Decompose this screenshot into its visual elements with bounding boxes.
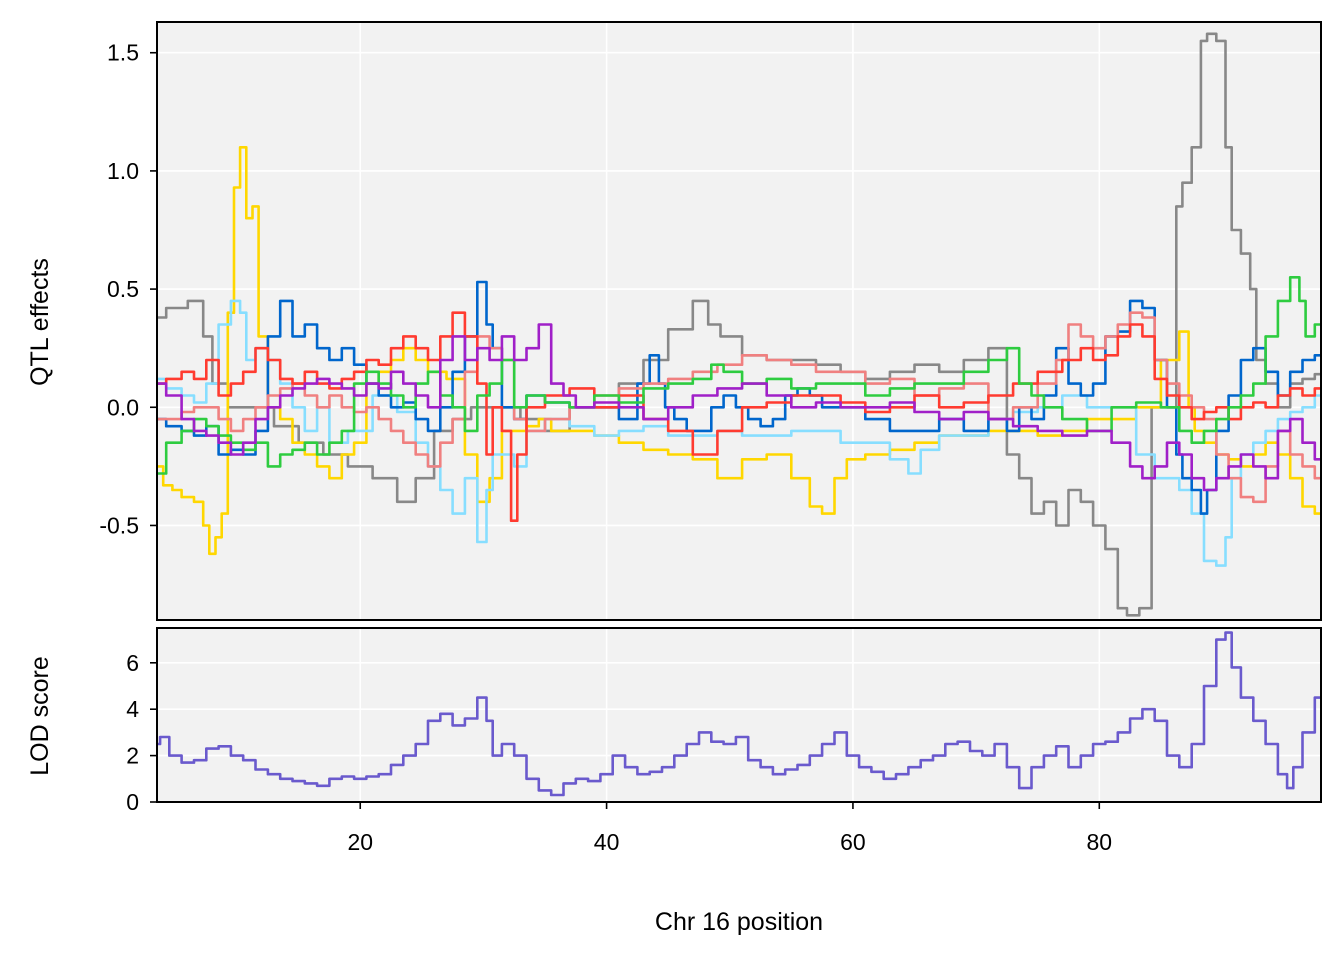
lod-ytick-label-2: 4 <box>126 696 139 722</box>
x-tick-label-3: 80 <box>1086 829 1112 855</box>
lod-panel: 0 2 4 6 20 40 60 80 LOD score Chr 16 position <box>26 627 1322 936</box>
lod-y-axis-title: LOD score <box>26 656 54 775</box>
x-tick-label-1: 40 <box>594 829 620 855</box>
lod-ytick-label-0: 0 <box>126 789 139 815</box>
effects-ytick-label-4: 1.5 <box>107 40 139 66</box>
x-axis: 20 40 60 80 <box>347 802 1112 855</box>
lod-ytick-label-3: 6 <box>126 650 139 676</box>
effects-series-4 <box>157 311 1321 504</box>
lod-panel-frame <box>156 627 1322 803</box>
effects-panel-frame <box>156 21 1322 621</box>
effects-ytick-label-3: 1.0 <box>107 158 139 184</box>
effects-series-2 <box>157 299 1321 567</box>
x-tick-label-0: 20 <box>347 829 373 855</box>
effects-y-axis: -0.5 0.0 0.5 1.0 1.5 <box>99 40 157 538</box>
lod-ytick-label-1: 2 <box>126 743 139 769</box>
effects-panel-background <box>157 22 1321 620</box>
effects-y-axis-title: QTL effects <box>26 258 54 386</box>
effects-series-0 <box>157 32 1321 617</box>
lod-series-0 <box>157 631 1321 797</box>
effects-ytick-label-0: -0.5 <box>99 512 139 538</box>
effects-series-6 <box>157 276 1321 475</box>
effects-series-7 <box>157 323 1321 492</box>
lod-y-axis: 0 2 4 6 <box>126 650 157 815</box>
x-tick-label-2: 60 <box>840 829 866 855</box>
lod-series-group <box>157 631 1321 797</box>
lod-panel-background <box>157 628 1321 802</box>
effects-panel: -0.5 0.0 0.5 1.0 1.5 QTL effects <box>26 21 1322 621</box>
effects-series-group <box>157 32 1321 617</box>
effects-ytick-label-2: 0.5 <box>107 276 139 302</box>
effects-ytick-label-1: 0.0 <box>107 394 139 420</box>
x-axis-title: Chr 16 position <box>655 908 823 936</box>
